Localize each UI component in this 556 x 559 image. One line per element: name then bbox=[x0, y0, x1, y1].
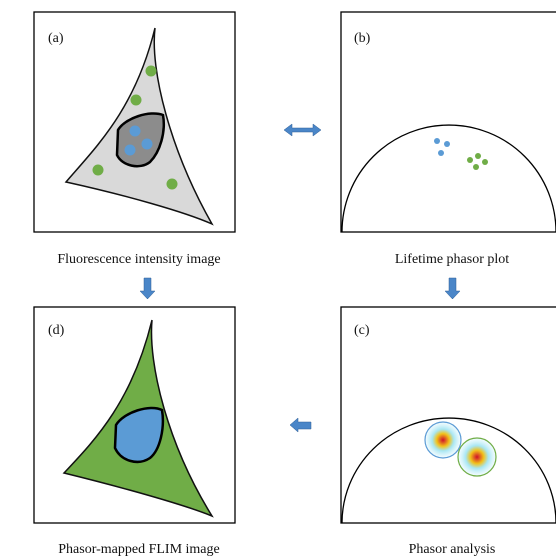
panel-frame bbox=[341, 12, 556, 232]
panel-caption: Phasor-mapped FLIM image bbox=[58, 542, 219, 557]
blue-cluster bbox=[425, 422, 461, 458]
double-arrow bbox=[284, 124, 321, 136]
down-arrow bbox=[445, 278, 460, 299]
panel-label: (d) bbox=[48, 323, 65, 338]
diagram: (a) (b) (c) (d) Fluorescence intensity i… bbox=[0, 0, 556, 559]
panel-frame bbox=[341, 307, 556, 523]
panel-label: (a) bbox=[48, 31, 64, 46]
blue-dots bbox=[434, 138, 450, 156]
panel-caption: Phasor analysis bbox=[409, 542, 496, 557]
panel-label: (b) bbox=[354, 31, 371, 46]
green-dots bbox=[467, 153, 488, 170]
panel-caption: Lifetime phasor plot bbox=[395, 252, 509, 267]
semicircle bbox=[342, 125, 556, 232]
down-arrow bbox=[140, 278, 155, 299]
panel-label: (c) bbox=[354, 323, 370, 338]
green-cluster bbox=[458, 438, 496, 476]
left-arrow bbox=[290, 418, 311, 432]
panel-caption: Fluorescence intensity image bbox=[57, 252, 220, 267]
